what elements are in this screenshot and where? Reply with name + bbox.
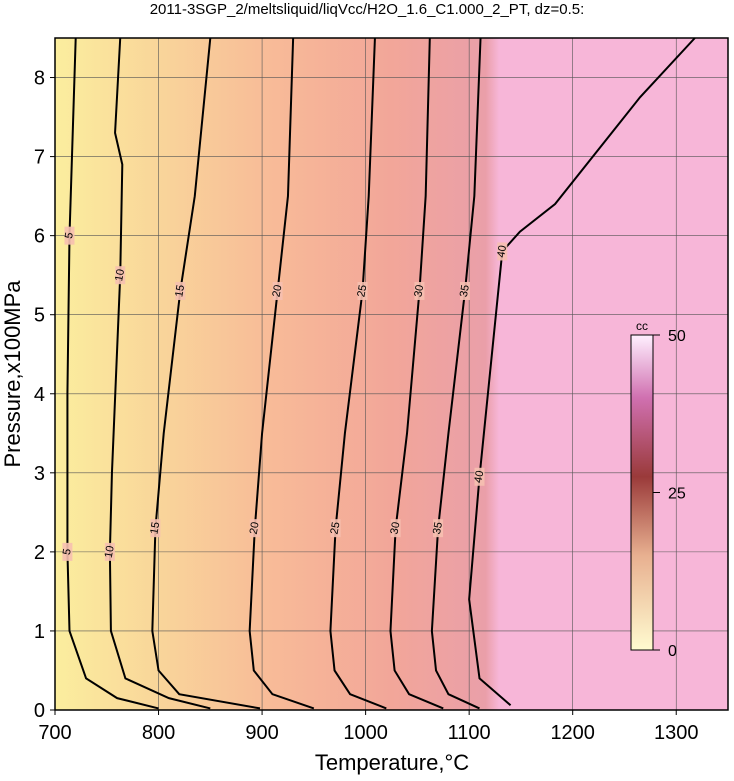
contour-line (108, 37, 211, 710)
y-tick-label: 3 (34, 463, 45, 485)
x-tick-label: 1000 (343, 722, 388, 744)
y-tick-label: 2 (34, 542, 45, 564)
y-tick-label: 8 (34, 68, 45, 90)
x-tick-label: 800 (142, 722, 175, 744)
contour-label-bg (104, 542, 115, 561)
contour-label: 30 (412, 284, 426, 298)
contour-label-bg (357, 281, 368, 300)
contour-label: 10 (103, 545, 117, 559)
colorbar-label: cc (636, 319, 648, 333)
contour-label-bg (249, 519, 260, 538)
x-axis-label: Temperature,°C (315, 750, 469, 775)
x-tick-label: 700 (38, 722, 71, 744)
y-tick-label: 1 (34, 621, 45, 643)
x-tick-label: 1100 (448, 722, 491, 744)
contour-label: 30 (389, 521, 403, 535)
y-tick-label: 7 (34, 147, 45, 169)
contour-label-bg (474, 467, 485, 486)
contour-label-bg (272, 281, 283, 300)
y-tick-label: 0 (34, 700, 45, 722)
contour-label: 35 (458, 284, 472, 298)
contour-label-bg (64, 226, 75, 245)
colorbar-tick-label: 50 (668, 328, 686, 345)
contour-label: 40 (472, 470, 486, 484)
contour-label: 35 (431, 521, 445, 535)
colorbar (630, 334, 654, 651)
contour-label: 40 (495, 244, 509, 258)
contour-label: 5 (61, 548, 74, 556)
contour-label-bg (115, 266, 126, 285)
contour-label: 15 (148, 521, 162, 535)
contour-label: 25 (355, 284, 369, 298)
contour-label-bg (390, 519, 401, 538)
y-tick-label: 4 (34, 384, 45, 406)
contour-label-bg (150, 519, 161, 538)
contour-label: 20 (271, 284, 285, 298)
contour-label-bg (497, 242, 508, 261)
contour-label-bg (433, 519, 444, 538)
contour-label-bg (330, 519, 341, 538)
colorbar-tick-label: 0 (668, 643, 677, 660)
colorbar-tick-label: 25 (668, 486, 686, 503)
contour-label: 5 (63, 232, 76, 240)
contour-label: 20 (248, 521, 262, 535)
contour-label: 25 (329, 521, 343, 535)
x-tick-label: 900 (245, 722, 278, 744)
contour-label-bg (62, 542, 73, 561)
y-tick-label: 6 (34, 226, 45, 248)
plot-frame (54, 37, 729, 711)
contour-label-bg (175, 281, 186, 300)
chart-title: 2011-3SGP_2/meltsliquid/liqVcc/H2O_1.6_C… (150, 1, 585, 18)
y-axis-label: Pressure,x100MPa (0, 280, 25, 468)
contour-label-bg (414, 281, 425, 300)
x-tick-label: 1200 (550, 722, 595, 744)
y-tick-label: 5 (34, 305, 45, 327)
contour-label: 10 (113, 268, 127, 282)
x-tick-label: 1300 (654, 722, 699, 744)
contour-line (66, 37, 159, 710)
contour-label-bg (460, 281, 471, 300)
contour-label: 15 (173, 284, 187, 298)
